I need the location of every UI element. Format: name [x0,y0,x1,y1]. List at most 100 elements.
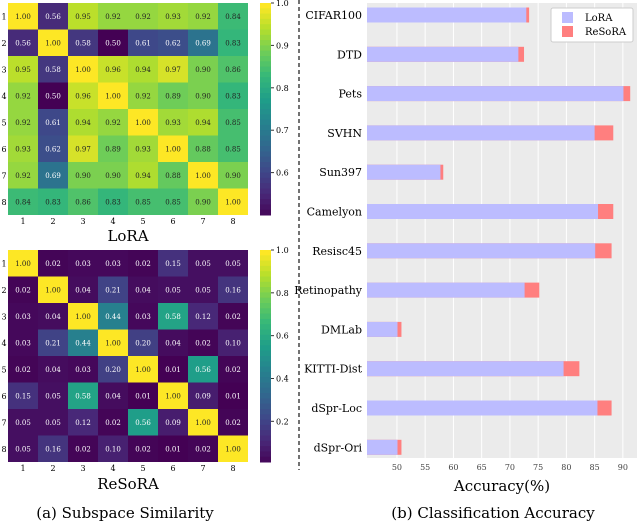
heatmap-cell [68,356,98,383]
cell-label: 0.15 [15,392,31,400]
heatmap-cell [158,29,188,56]
caption-right: (b) Classification Accuracy [391,504,595,522]
colorbar-segment [260,281,271,288]
cell-label: 0.97 [165,66,181,74]
cell-label: 0.95 [75,13,91,21]
heatmap-cell [218,250,248,277]
cell-label: 0.90 [75,172,91,180]
heatmap-cell [218,382,248,409]
col-tick-label: 1 [20,464,25,473]
colorbar-segment [260,204,271,211]
row-tick-label: 3 [1,312,6,321]
row-tick-label: 4 [1,339,6,348]
cell-label: 0.02 [45,260,61,268]
col-tick-label: 3 [80,464,85,473]
cell-label: 0.12 [75,419,91,427]
colorbar-segment [260,140,271,147]
cell-label: 0.92 [135,13,151,21]
cell-label: 0.93 [15,145,31,153]
heatmap-cell [8,29,38,56]
cell-label: 0.94 [135,66,151,74]
cell-label: 0.04 [45,313,61,321]
colorbar-segment [260,334,271,341]
cell-label: 0.44 [105,313,121,321]
cell-label: 0.85 [225,145,241,153]
heatmap-cell [128,82,158,109]
colorbar-segment [260,324,271,330]
colorbar-segment [260,297,271,304]
cell-label: 0.93 [165,13,181,21]
col-tick-label: 2 [50,464,55,473]
heatmap-cell [158,356,188,383]
row-tick-label: 1 [1,12,6,21]
heatmap-cell [68,135,98,162]
heatmap-cell [158,188,188,215]
col-tick-label: 6 [170,217,175,226]
heatmap-cell [38,188,68,215]
x-tick-label: 55 [420,463,430,472]
colorbar-segment [260,71,271,78]
colorbar-segment [260,130,271,136]
heatmap-cell [218,303,248,330]
colorbar-segment [260,77,271,83]
heatmap-cell [68,3,98,30]
cell-label: 0.01 [135,392,151,400]
caption-left: (a) Subspace Similarity [36,504,214,522]
row-tick-label: 6 [1,392,6,401]
legend-label: LoRA [585,13,613,24]
cell-label: 0.03 [135,313,151,321]
row-tick-label: 5 [1,365,6,374]
colorbar-segment [260,193,271,200]
cell-label: 0.05 [195,286,211,294]
legend-swatch [562,26,573,37]
cell-label: 0.92 [15,92,31,100]
heatmap-cell [128,303,158,330]
cell-label: 0.84 [15,198,31,206]
cell-label: 1.00 [195,419,211,427]
heatmap-cell [218,409,248,436]
cell-label: 0.05 [225,260,241,268]
heatmap-cell [188,329,218,356]
cell-label: 0.56 [15,39,31,47]
heatmap-cell [158,329,188,356]
colorbar-segment [260,446,271,452]
cell-label: 0.21 [105,286,121,294]
heatmap-cell [8,162,38,189]
cell-label: 1.00 [135,119,151,127]
category-label: CIFAR100 [305,9,362,22]
colorbar-segment [260,146,271,152]
x-tick-label: 85 [590,463,600,472]
heatmap-cell [98,382,128,409]
cell-label: 0.69 [45,172,61,180]
heatmap-cell [188,135,218,162]
bar-lora [367,7,527,23]
heatmap-cell [188,3,218,30]
heatmap-cell [218,82,248,109]
cell-label: 0.50 [45,92,61,100]
cell-label: 0.88 [165,172,181,180]
colorbar-segment [260,440,271,447]
heatmap-cell [188,56,218,83]
col-tick-label: 4 [110,217,115,226]
colorbar-segment [260,377,271,383]
x-tick-label: 70 [505,463,515,472]
heatmap-cell [218,188,248,215]
colorbar-segment [260,18,271,25]
heatmap-cell [68,303,98,330]
cell-label: 0.01 [225,392,241,400]
x-tick-label: 60 [448,463,458,472]
colorbar-segment [260,162,271,168]
heatmap-cell [8,250,38,277]
heatmap-cell [98,82,128,109]
colorbar-segment [260,151,271,158]
cell-label: 0.90 [195,66,211,74]
colorbar-tick-label: 0.6 [276,332,289,341]
heatmap-cell [8,3,38,30]
cell-label: 0.90 [225,172,241,180]
heatmap-cell [98,250,128,277]
colorbar-segment [260,29,271,36]
cell-label: 0.10 [225,339,241,347]
heatmap-cell [98,276,128,303]
category-label: dSpr-Ori [314,441,363,454]
